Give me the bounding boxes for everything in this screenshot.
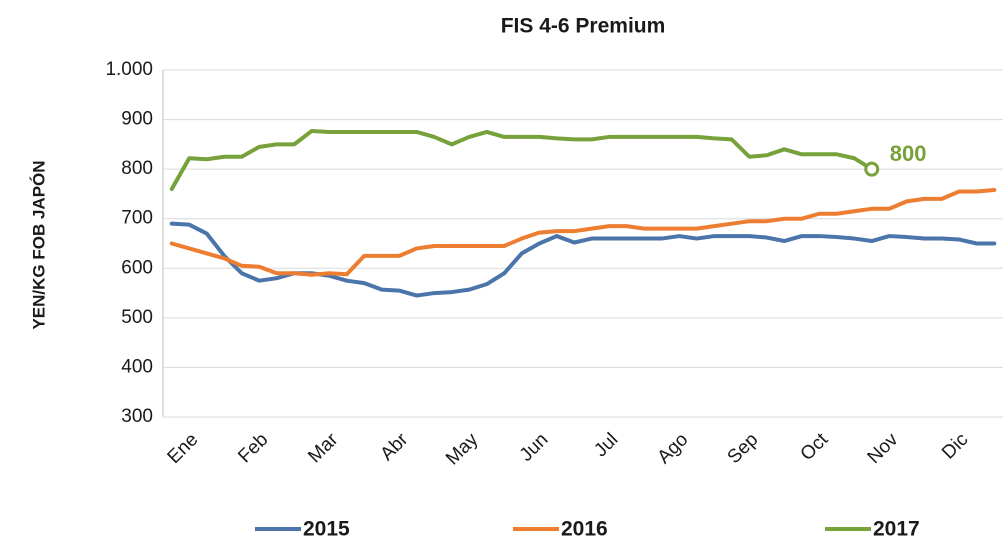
x-tick-label: Abr <box>377 429 413 465</box>
x-tick-label: Jun <box>516 429 553 466</box>
x-tick-label: Oct <box>797 429 833 465</box>
x-tick-label: Jul <box>590 429 622 461</box>
legend-label: 2017 <box>873 518 920 541</box>
data-label: 800 <box>890 141 927 166</box>
end-marker <box>864 161 880 177</box>
y-tick-label: 500 <box>121 307 153 328</box>
x-tick-label: Mar <box>304 429 342 467</box>
x-tick-label: Feb <box>234 429 272 467</box>
y-tick-label: 300 <box>121 406 153 427</box>
legend-label: 2016 <box>561 518 608 541</box>
x-tick-label: Dic <box>938 429 972 463</box>
y-tick-label: 700 <box>121 208 153 229</box>
x-tick-label: May <box>442 429 483 470</box>
legend-label: 2015 <box>303 518 350 541</box>
series-line <box>169 221 997 298</box>
x-tick-label: Nov <box>864 429 903 468</box>
x-tick-label: Ago <box>654 429 693 468</box>
y-tick-label: 1.000 <box>105 59 153 80</box>
y-tick-label: 400 <box>121 356 153 377</box>
chart-title: FIS 4-6 Premium <box>501 15 666 38</box>
x-tick-label: Ene <box>164 429 203 468</box>
y-axis-title: YEN/KG FOB JAPÓN <box>29 160 48 329</box>
series-line <box>169 187 997 277</box>
y-tick-label: 800 <box>121 158 153 179</box>
series-line <box>169 128 874 191</box>
y-tick-label: 600 <box>121 257 153 278</box>
x-tick-label: Sep <box>724 429 763 468</box>
y-tick-label: 900 <box>121 109 153 130</box>
